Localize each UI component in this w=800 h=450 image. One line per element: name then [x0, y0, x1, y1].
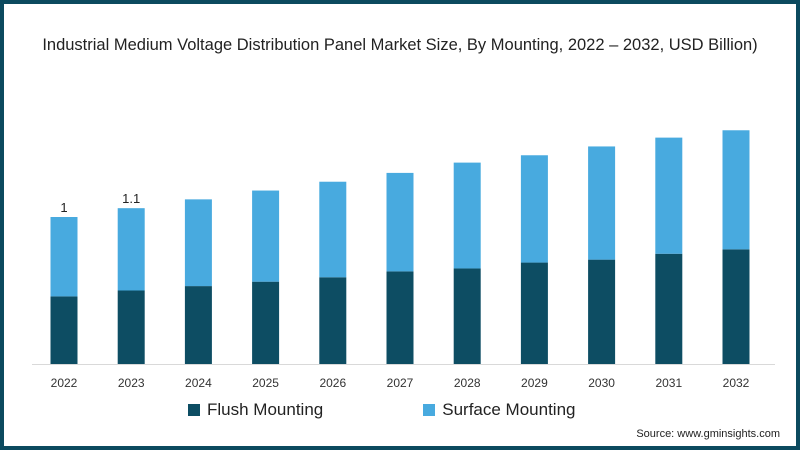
bar-flush-2026	[319, 277, 347, 364]
x-tick-label-2025: 2025	[252, 376, 279, 390]
bar-surface-2025	[252, 190, 280, 282]
x-tick-label-2032: 2032	[723, 376, 750, 390]
legend-label-surface: Surface Mounting	[442, 400, 576, 419]
bar-surface-2030	[588, 146, 616, 260]
legend-swatch-flush	[188, 404, 200, 416]
chart-title: Industrial Medium Voltage Distribution P…	[42, 36, 758, 54]
x-tick-label-2029: 2029	[521, 376, 548, 390]
bar-surface-2031	[655, 137, 683, 254]
bar-flush-2032	[722, 249, 750, 364]
x-tick-label-2028: 2028	[454, 376, 481, 390]
x-tick-label-2031: 2031	[655, 376, 682, 390]
bar-surface-2028	[453, 162, 481, 269]
bar-flush-2031	[655, 253, 683, 364]
bar-flush-2027	[386, 271, 414, 364]
bar-flush-2022	[50, 296, 78, 364]
bar-surface-2022	[50, 217, 78, 297]
data-label-2023: 1.1	[122, 191, 140, 206]
bar-surface-2026	[319, 181, 347, 278]
bar-flush-2030	[588, 259, 616, 364]
data-label-2022: 1	[60, 200, 67, 215]
bar-flush-2029	[520, 262, 548, 364]
bar-surface-2023	[117, 208, 145, 291]
legend-item-surface: Surface Mounting	[423, 400, 575, 420]
legend: Flush Mounting Surface Mounting	[188, 400, 675, 420]
bar-surface-2024	[184, 199, 212, 287]
x-tick-label-2022: 2022	[51, 376, 78, 390]
x-tick-label-2030: 2030	[588, 376, 615, 390]
bar-flush-2028	[453, 268, 481, 364]
legend-label-flush: Flush Mounting	[207, 400, 324, 419]
source-note: Source: www.gminsights.com	[636, 428, 780, 440]
legend-item-flush: Flush Mounting	[188, 400, 323, 420]
bar-flush-2025	[252, 281, 280, 364]
bar-surface-2029	[520, 155, 548, 263]
bar-flush-2024	[184, 286, 212, 364]
bar-flush-2023	[117, 290, 145, 364]
bar-surface-2027	[386, 172, 414, 272]
bar-surface-2032	[722, 130, 750, 250]
x-tick-label-2026: 2026	[319, 376, 346, 390]
x-tick-label-2023: 2023	[118, 376, 145, 390]
x-tick-label-2027: 2027	[387, 376, 414, 390]
legend-swatch-surface	[423, 404, 436, 416]
x-tick-label-2024: 2024	[185, 376, 212, 390]
